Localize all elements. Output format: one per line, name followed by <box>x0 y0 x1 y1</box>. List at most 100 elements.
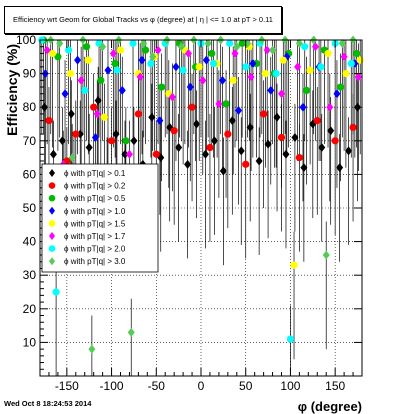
data-point <box>48 49 57 58</box>
data-point <box>206 143 214 152</box>
data-point <box>242 160 250 168</box>
data-point <box>49 149 57 159</box>
data-point <box>107 137 116 145</box>
data-point <box>97 76 105 84</box>
data-point <box>84 56 92 64</box>
data-point <box>188 103 196 111</box>
data-point <box>112 129 120 139</box>
data-point <box>272 70 280 78</box>
data-point <box>318 143 326 153</box>
data-point <box>91 132 99 142</box>
data-point <box>224 130 232 138</box>
data-point <box>184 159 192 169</box>
legend-label: ϕ with pT|q| > 1.7 <box>64 232 126 241</box>
data-point <box>88 344 96 354</box>
data-point <box>255 156 263 166</box>
data-point <box>93 109 101 119</box>
data-point <box>140 38 148 48</box>
legend-marker <box>49 257 55 266</box>
data-point <box>148 112 156 122</box>
data-point <box>109 48 117 58</box>
x-tick-label: 150 <box>325 379 345 393</box>
data-point <box>43 45 51 55</box>
data-point <box>104 65 112 75</box>
data-point <box>301 43 309 51</box>
data-point <box>324 49 332 58</box>
y-tick-label: 30 <box>23 268 37 282</box>
data-point <box>336 163 344 173</box>
data-point <box>141 46 150 54</box>
data-point <box>85 143 93 153</box>
data-point <box>311 42 319 52</box>
data-point <box>246 122 254 132</box>
data-point <box>215 99 223 109</box>
data-point <box>134 110 142 118</box>
data-point <box>195 63 203 71</box>
legend-label: ϕ with pT|q| > 0.2 <box>64 182 126 191</box>
data-point <box>113 66 121 74</box>
data-point <box>264 139 272 149</box>
data-point <box>201 149 209 159</box>
data-point <box>116 46 125 54</box>
data-point <box>121 149 129 159</box>
data-point <box>168 92 176 102</box>
data-point <box>170 127 178 135</box>
data-point <box>238 39 246 47</box>
legend-label: ϕ with pT|q| > 1.0 <box>64 207 126 216</box>
data-point <box>290 261 298 269</box>
data-point <box>229 76 237 84</box>
data-point <box>237 146 245 156</box>
legend-label: ϕ with pT|q| > 3.0 <box>64 257 126 266</box>
legend-label: ϕ with pT|q| > 2.0 <box>64 245 126 254</box>
legend-marker <box>48 220 56 227</box>
data-point <box>129 39 137 47</box>
data-point <box>68 153 76 163</box>
data-point <box>349 123 357 131</box>
data-point <box>45 117 53 125</box>
data-point <box>356 56 364 64</box>
data-point <box>172 62 180 72</box>
data-point <box>340 52 348 62</box>
legend-label: ϕ with pT|q| > 0.5 <box>64 194 126 203</box>
series-1 <box>45 103 357 175</box>
chart-title: Efficiency wrt Geom for Global Tracks vs… <box>4 6 282 34</box>
data-point <box>202 55 210 65</box>
x-tick-label: 100 <box>280 379 300 393</box>
x-tick-label: 0 <box>198 379 205 393</box>
data-point <box>235 106 243 116</box>
data-point <box>158 83 166 91</box>
y-tick-label: 100 <box>16 33 36 47</box>
data-point <box>136 72 144 82</box>
data-point <box>56 38 64 48</box>
data-point <box>263 45 271 55</box>
data-point <box>336 83 345 91</box>
data-point <box>156 116 164 126</box>
data-point <box>218 75 226 85</box>
data-point <box>327 126 335 136</box>
y-tick-label: 10 <box>23 335 37 349</box>
data-point <box>278 89 285 99</box>
data-point <box>233 42 241 52</box>
data-point <box>147 59 155 68</box>
data-point <box>273 112 281 122</box>
data-point <box>267 85 275 95</box>
data-point <box>179 66 187 74</box>
data-point <box>249 59 257 69</box>
data-point <box>52 288 60 296</box>
data-point <box>130 136 138 146</box>
series-3 <box>41 52 359 142</box>
data-point <box>286 335 295 343</box>
data-point <box>222 100 230 108</box>
data-point <box>300 163 308 173</box>
data-point <box>260 110 268 118</box>
data-point <box>72 130 80 138</box>
data-point <box>54 53 62 61</box>
data-point <box>342 70 350 78</box>
data-point <box>322 250 330 260</box>
data-point <box>226 39 234 47</box>
data-point <box>295 38 303 48</box>
y-tick-label: 70 <box>23 134 37 148</box>
data-point <box>277 133 286 142</box>
legend: ϕ with pT|q| > 0.1 ϕ with pT|q| > 0.2 ϕ wi… <box>41 163 159 273</box>
data-point <box>65 46 73 54</box>
